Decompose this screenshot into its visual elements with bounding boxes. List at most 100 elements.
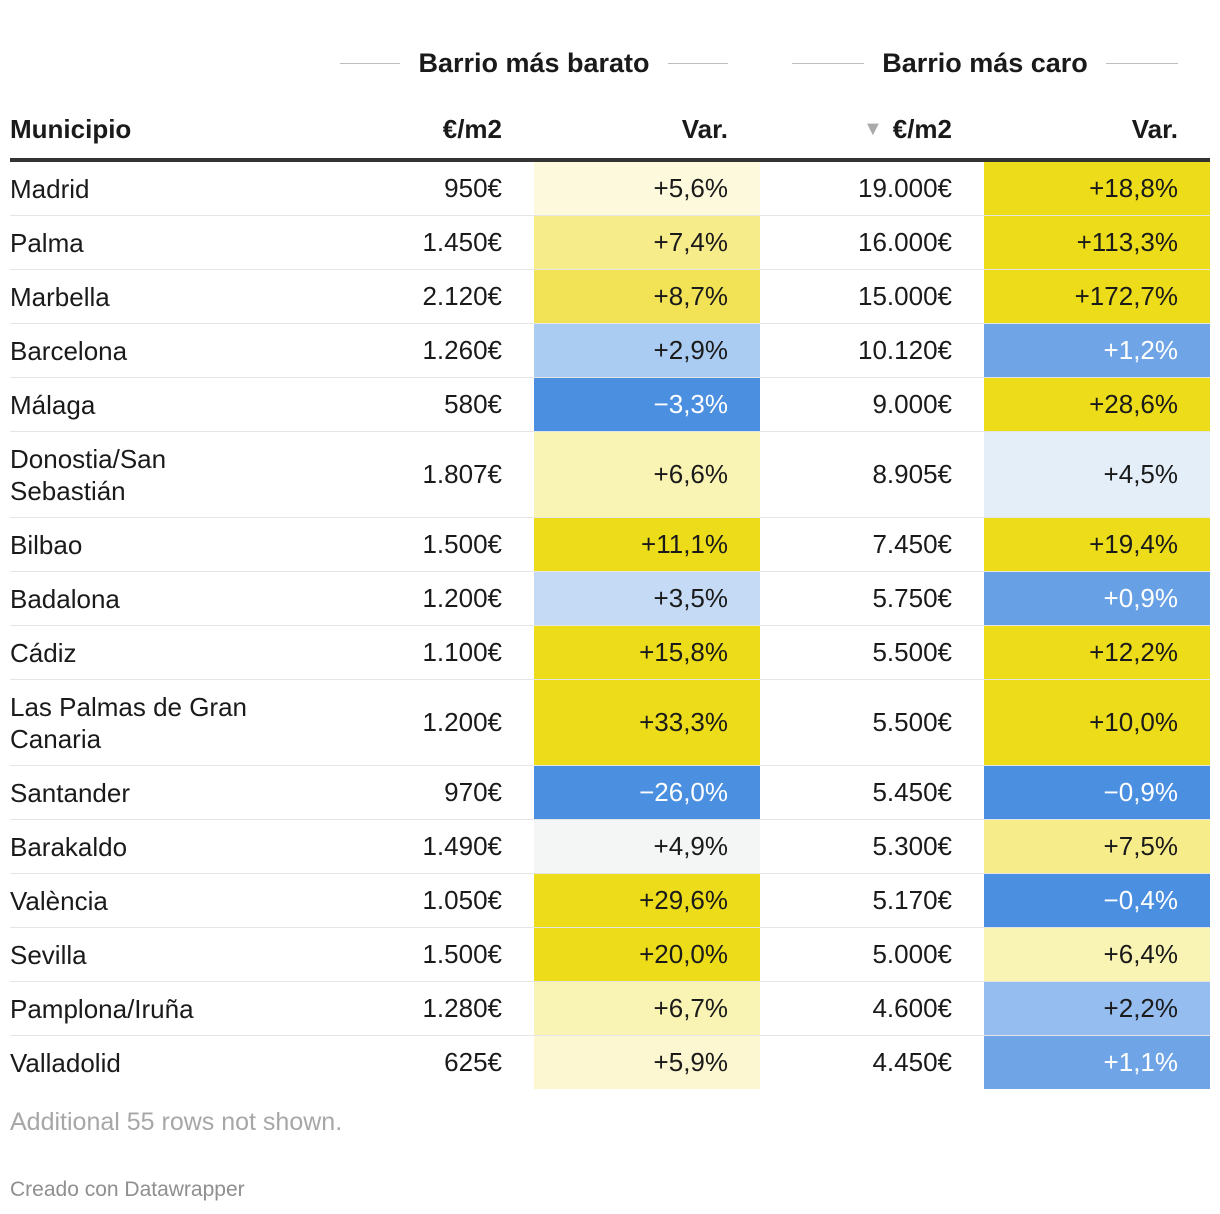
- cell-cheap-price: 1.807€: [300, 431, 534, 518]
- cell-cheap-var: +20,0%: [534, 927, 760, 982]
- cell-exp-var: +113,3%: [984, 215, 1210, 270]
- cell-cheap-var: +11,1%: [534, 517, 760, 572]
- cell-exp-var: −0,9%: [984, 765, 1210, 820]
- cell-municipio: Badalona: [10, 571, 300, 626]
- cell-exp-price-value: 4.600€: [872, 993, 952, 1023]
- table-row: Santander 970€ −26,0% 5.450€ −0,9%: [10, 765, 1210, 820]
- cell-cheap-var: +7,4%: [534, 215, 760, 270]
- column-header-municipio[interactable]: Municipio: [10, 100, 300, 162]
- cell-municipio: Las Palmas de Gran Canaria: [10, 679, 300, 766]
- column-header-exp-var[interactable]: Var.: [984, 100, 1210, 162]
- table-row: Bilbao 1.500€ +11,1% 7.450€ +19,4%: [10, 517, 1210, 572]
- header-row: Municipio €/m2 Var. ▼ €/m2 Var.: [10, 100, 1210, 162]
- group-header-cheapest-label: Barrio más barato: [418, 47, 650, 78]
- cell-cheap-price: 2.120€: [300, 269, 534, 324]
- cell-exp-price: 7.450€: [760, 517, 984, 572]
- cell-exp-price-value: 5.500€: [872, 707, 952, 737]
- cell-cheap-var: +6,7%: [534, 981, 760, 1036]
- cell-cheap-price-value: 1.280€: [422, 993, 502, 1023]
- cell-exp-var: +28,6%: [984, 377, 1210, 432]
- cell-cheap-var-value: +29,6%: [639, 885, 728, 915]
- table-row: Sevilla 1.500€ +20,0% 5.000€ +6,4%: [10, 927, 1210, 982]
- cell-exp-price-value: 8.905€: [872, 459, 952, 489]
- cell-cheap-price-value: 2.120€: [422, 281, 502, 311]
- cell-municipio: Bilbao: [10, 517, 300, 572]
- column-header-cheap-price-label: €/m2: [442, 113, 502, 144]
- cell-municipio: Madrid: [10, 160, 300, 216]
- cell-exp-var-value: +4,5%: [1103, 459, 1178, 489]
- table-row: Badalona 1.200€ +3,5% 5.750€ +0,9%: [10, 571, 1210, 626]
- cell-municipio: Málaga: [10, 377, 300, 432]
- column-header-cheap-var-label: Var.: [681, 113, 728, 144]
- cell-municipio: Sevilla: [10, 927, 300, 982]
- cell-cheap-price: 1.500€: [300, 517, 534, 572]
- cell-municipio: Barakaldo: [10, 819, 300, 874]
- cell-exp-var-value: +10,0%: [1089, 707, 1178, 737]
- group-rule-left: [792, 62, 865, 64]
- cell-exp-price-value: 5.500€: [872, 637, 952, 667]
- cell-cheap-var-value: +5,6%: [653, 173, 728, 203]
- cell-cheap-price-value: 1.200€: [422, 583, 502, 613]
- cell-exp-var: +172,7%: [984, 269, 1210, 324]
- cell-cheap-price: 970€: [300, 765, 534, 820]
- cell-exp-price-value: 4.450€: [872, 1047, 952, 1077]
- cell-exp-price: 10.120€: [760, 323, 984, 378]
- table-row: València 1.050€ +29,6% 5.170€ −0,4%: [10, 873, 1210, 928]
- table-row: Las Palmas de Gran Canaria 1.200€ +33,3% 5.…: [10, 679, 1210, 766]
- cell-exp-var: +4,5%: [984, 431, 1210, 518]
- cell-exp-price: 15.000€: [760, 269, 984, 324]
- cell-exp-price: 5.170€: [760, 873, 984, 928]
- cell-exp-price-value: 5.170€: [872, 885, 952, 915]
- table-row: Madrid 950€ +5,6% 19.000€ +18,8%: [10, 160, 1210, 216]
- cell-municipio: Valladolid: [10, 1036, 300, 1090]
- column-header-cheap-price[interactable]: €/m2: [300, 100, 534, 162]
- cell-cheap-price-value: 580€: [444, 389, 502, 419]
- cell-municipio-value: Cádiz: [10, 637, 77, 668]
- group-rule-right: [667, 62, 728, 64]
- cell-cheap-var-value: +2,9%: [653, 335, 728, 365]
- cell-cheap-var: +4,9%: [534, 819, 760, 874]
- cell-municipio-value: València: [10, 885, 108, 916]
- table-row: Pamplona/Iruña 1.280€ +6,7% 4.600€ +2,2%: [10, 981, 1210, 1036]
- cell-cheap-price-value: 1.450€: [422, 227, 502, 257]
- cell-municipio: Santander: [10, 765, 300, 820]
- data-table: Municipio €/m2 Var. ▼ €/m2 Var. Madrid 950…: [10, 100, 1210, 1089]
- cell-cheap-var-value: +7,4%: [653, 227, 728, 257]
- cell-cheap-price-value: 970€: [444, 777, 502, 807]
- cell-exp-price-value: 5.750€: [872, 583, 952, 613]
- cell-municipio-value: Badalona: [10, 583, 120, 614]
- column-header-cheap-var[interactable]: Var.: [534, 100, 760, 162]
- cell-cheap-price-value: 1.807€: [422, 459, 502, 489]
- cell-exp-price: 16.000€: [760, 215, 984, 270]
- cell-exp-var-value: +113,3%: [1076, 227, 1178, 257]
- cell-exp-var-value: +7,5%: [1103, 831, 1178, 861]
- table-row: Valladolid 625€ +5,9% 4.450€ +1,1%: [10, 1035, 1210, 1090]
- column-header-municipio-label: Municipio: [10, 113, 132, 144]
- cell-cheap-var: +29,6%: [534, 873, 760, 928]
- column-header-exp-price[interactable]: ▼ €/m2: [760, 100, 984, 162]
- cell-municipio: València: [10, 873, 300, 928]
- cell-cheap-var-value: +11,1%: [641, 529, 728, 559]
- cell-exp-var: +19,4%: [984, 517, 1210, 572]
- cell-exp-price-value: 5.000€: [872, 939, 952, 969]
- cell-exp-price-value: 7.450€: [872, 529, 952, 559]
- cell-exp-var: −0,4%: [984, 873, 1210, 928]
- group-header-expensive: Barrio más caro: [792, 40, 1179, 86]
- cell-cheap-price-value: 1.260€: [422, 335, 502, 365]
- cell-cheap-price: 1.450€: [300, 215, 534, 270]
- cell-exp-var: +1,2%: [984, 323, 1210, 378]
- cell-exp-var-value: +1,1%: [1103, 1047, 1178, 1077]
- cell-municipio: Cádiz: [10, 625, 300, 680]
- cell-cheap-price: 1.200€: [300, 679, 534, 766]
- cell-exp-price: 5.500€: [760, 679, 984, 766]
- table-row: Cádiz 1.100€ +15,8% 5.500€ +12,2%: [10, 625, 1210, 680]
- cell-cheap-price: 580€: [300, 377, 534, 432]
- cell-exp-var-value: +18,8%: [1089, 173, 1178, 203]
- cell-exp-var: +0,9%: [984, 571, 1210, 626]
- cell-exp-var-value: +6,4%: [1103, 939, 1178, 969]
- cell-exp-price-value: 19.000€: [858, 173, 952, 203]
- cell-cheap-price: 950€: [300, 160, 534, 216]
- cell-exp-price-value: 9.000€: [872, 389, 952, 419]
- cell-exp-var-value: −0,9%: [1103, 777, 1178, 807]
- table-row: Barakaldo 1.490€ +4,9% 5.300€ +7,5%: [10, 819, 1210, 874]
